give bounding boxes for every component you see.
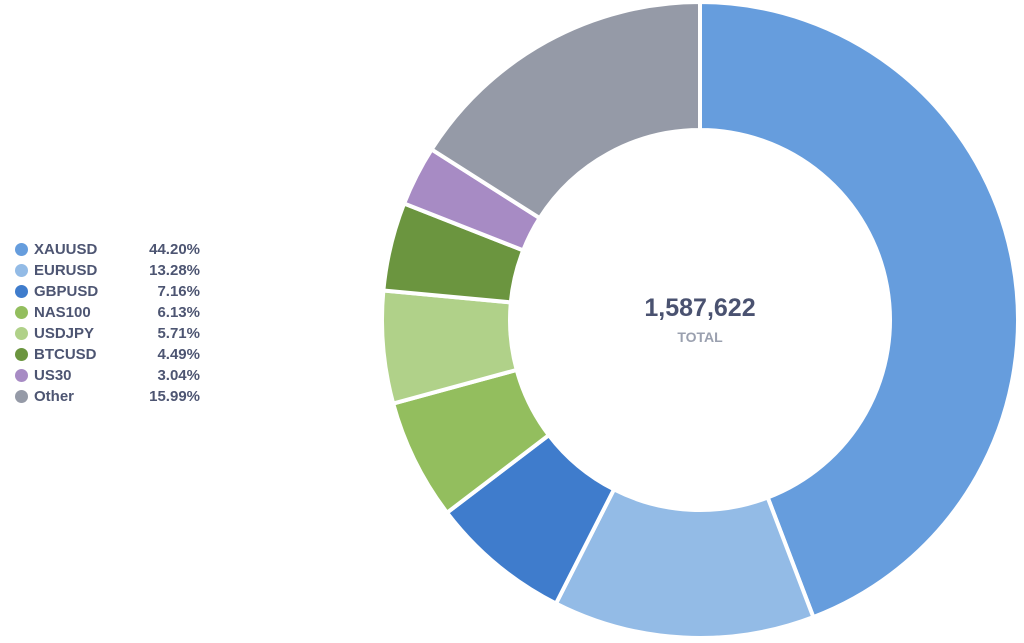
legend-swatch (15, 243, 28, 256)
legend-swatch (15, 306, 28, 319)
total-label: TOTAL (677, 329, 723, 345)
legend-value: 44.20% (149, 241, 200, 258)
legend-swatch (15, 390, 28, 403)
total-value: 1,587,622 (644, 294, 756, 322)
legend-label: GBPUSD (34, 283, 99, 300)
legend-label: EURUSD (34, 262, 98, 279)
legend-label: NAS100 (34, 304, 91, 321)
legend-label: USDJPY (34, 325, 95, 342)
legend-label: BTCUSD (34, 346, 97, 363)
legend-item[interactable]: XAUUSD 44.20% (15, 239, 200, 260)
legend-value: 15.99% (149, 388, 200, 405)
legend-value: 7.16% (157, 283, 200, 300)
legend-value: 4.49% (157, 346, 200, 363)
legend-item[interactable]: BTCUSD 4.49% (15, 344, 200, 365)
legend-label: Other (34, 388, 75, 405)
slice-other[interactable] (428, 0, 702, 221)
slice-xauusd[interactable] (698, 0, 1020, 620)
legend-value: 3.04% (157, 367, 200, 384)
legend-label: US30 (34, 367, 72, 384)
legend-value: 5.71% (157, 325, 200, 342)
legend-swatch (15, 285, 28, 298)
legend-swatch (15, 348, 28, 361)
chart-legend: XAUUSD 44.20% EURUSD 13.28% GBPUSD 7.16% NAS10… (15, 239, 200, 407)
legend-swatch (15, 369, 28, 382)
legend-item[interactable]: Other 15.99% (15, 386, 200, 407)
legend-label: XAUUSD (34, 241, 98, 258)
legend-item[interactable]: EURUSD 13.28% (15, 260, 200, 281)
legend-item[interactable]: US30 3.04% (15, 365, 200, 386)
legend-swatch (15, 264, 28, 277)
legend-value: 6.13% (157, 304, 200, 321)
legend-item[interactable]: GBPUSD 7.16% (15, 281, 200, 302)
legend-swatch (15, 327, 28, 340)
legend-value: 13.28% (149, 262, 200, 279)
legend-item[interactable]: NAS100 6.13% (15, 302, 200, 323)
legend-item[interactable]: USDJPY 5.71% (15, 323, 200, 344)
